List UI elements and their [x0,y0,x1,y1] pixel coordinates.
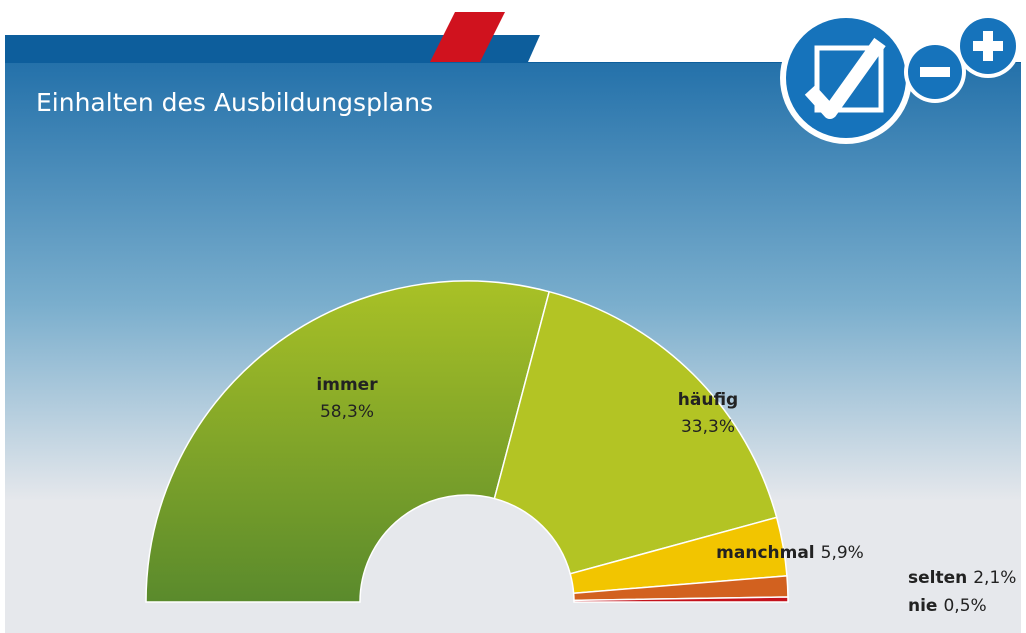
value-label: 5,9% [821,543,864,563]
logo [780,12,1020,144]
category-label: häufig [678,390,738,410]
category-label: manchmal [716,543,814,563]
data-label: nie 0,5% [908,596,987,616]
wedge [493,290,778,575]
wedge [145,280,551,603]
category-label: selten [908,568,967,588]
value-label: 0,5% [943,596,986,616]
wedge [573,596,789,603]
data-label: manchmal 5,9% [716,543,864,563]
category-label: nie [908,596,937,616]
data-label: selten 2,1% [908,568,1016,588]
chart-title: Einhalten des Ausbildungsplans [36,88,433,117]
value-label: 2,1% [973,568,1016,588]
value-label: 33,3% [681,417,735,437]
data-label: häufig 33,3% [678,390,738,437]
category-label: immer [316,375,378,395]
data-label: immer 58,3% [316,375,378,422]
accent [430,12,505,62]
value-label: 58,3% [320,402,374,422]
